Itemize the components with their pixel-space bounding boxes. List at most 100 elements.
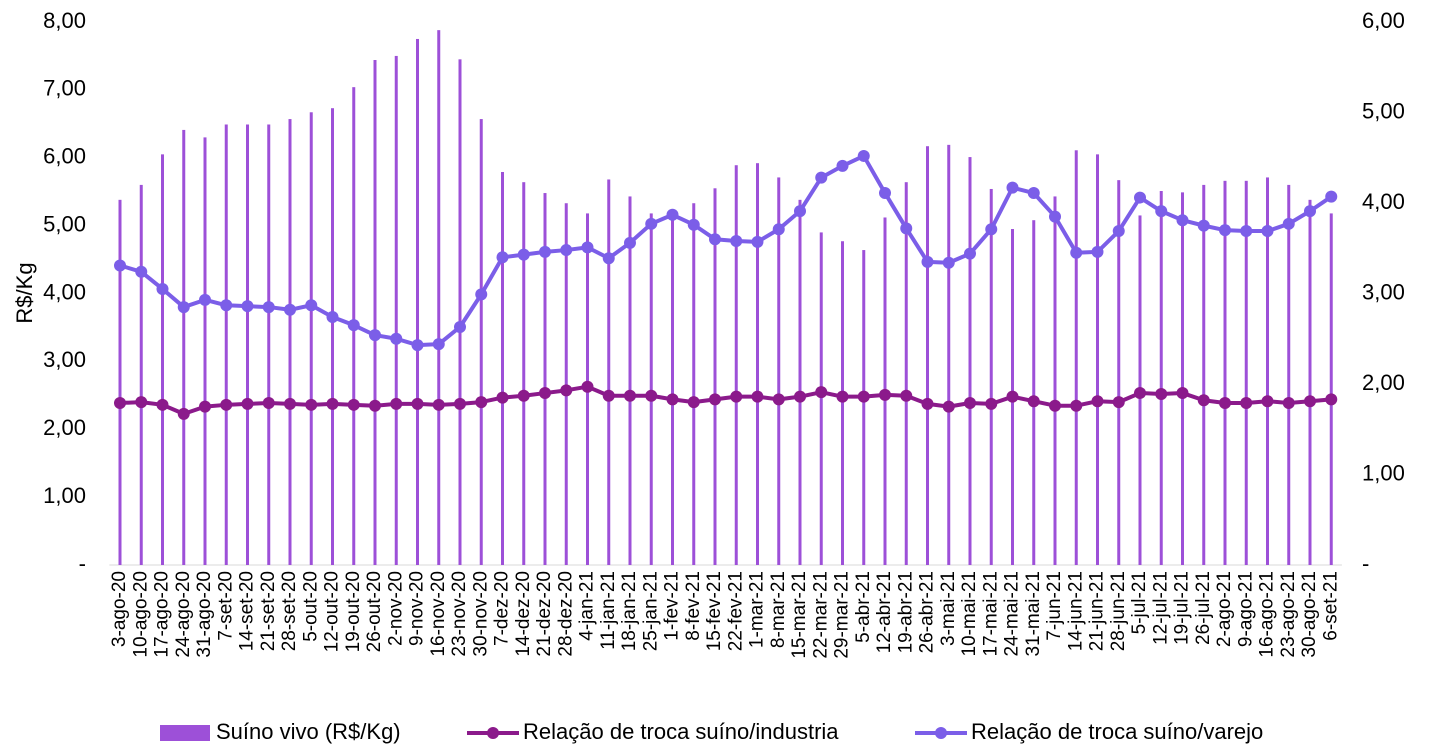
line-point	[1027, 395, 1040, 408]
line-point	[709, 393, 721, 406]
line-point	[347, 398, 360, 411]
x-tick-label: 21-dez-20	[534, 571, 555, 657]
legend-label: Suíno vivo (R$/Kg)	[216, 719, 401, 744]
x-tick-label: 16-ago-21	[1257, 571, 1278, 658]
x-tick-label: 2-nov-20	[385, 571, 406, 646]
x-tick-label: 16-nov-20	[428, 571, 449, 657]
x-tick-label: 31-ago-20	[194, 571, 215, 658]
bar	[607, 179, 611, 565]
line-point	[560, 384, 573, 397]
bar	[1287, 184, 1291, 565]
bar	[267, 124, 271, 566]
line-point	[879, 388, 891, 401]
line-point	[517, 248, 530, 261]
bar	[1096, 154, 1099, 565]
line-point	[687, 396, 700, 409]
line-point	[815, 171, 828, 184]
line-point	[114, 397, 126, 410]
bar	[373, 60, 377, 565]
line-point	[645, 389, 658, 402]
bar	[203, 137, 207, 565]
bar	[1053, 196, 1057, 565]
x-tick-label: 14-set-20	[237, 571, 258, 651]
line-point	[199, 400, 211, 413]
line-point	[1049, 399, 1061, 412]
x-tick-label: 4-jan-21	[577, 571, 598, 641]
line-point	[581, 380, 594, 393]
bar	[543, 193, 547, 566]
bar	[819, 232, 823, 565]
x-tick-label: 5-out-20	[300, 571, 321, 642]
x-tick-label: 30-ago-21	[1299, 571, 1320, 658]
line-point	[369, 329, 381, 342]
line-point	[156, 398, 169, 411]
y-tick-label: 8,00	[43, 8, 86, 33]
line-point	[836, 390, 849, 403]
x-tick-label: 24-mai-21	[1002, 571, 1023, 657]
line-point	[369, 399, 381, 412]
line-point	[432, 338, 445, 351]
x-tick-label: 22-fev-21	[725, 571, 746, 651]
x-tick-label: 17-mai-21	[980, 571, 1001, 657]
y-tick-label: 7,00	[43, 76, 86, 101]
y2-tick-label: -	[1362, 551, 1369, 576]
bar	[458, 59, 462, 566]
bar	[522, 182, 526, 565]
line-point	[177, 301, 190, 314]
line-point	[305, 398, 318, 411]
line-point	[156, 282, 169, 295]
x-tick-label: 17-ago-20	[152, 571, 173, 658]
x-tick-label: 5-jul-21	[1129, 571, 1150, 634]
line-point	[284, 303, 296, 316]
bar	[947, 144, 951, 565]
line-point	[1261, 395, 1274, 408]
line-point	[284, 397, 296, 410]
line-point	[1176, 387, 1189, 400]
line-point	[1155, 387, 1168, 400]
x-tick-label: 9-nov-20	[407, 571, 428, 646]
x-tick-label: 19-out-20	[343, 571, 364, 652]
bar	[394, 55, 398, 565]
line-point	[666, 393, 679, 406]
y-tick-label: 5,00	[43, 211, 86, 236]
bar	[1308, 199, 1312, 565]
line-point	[326, 397, 339, 410]
bar	[309, 112, 313, 566]
legend-label: Relação de troca suíno/varejo	[971, 719, 1263, 744]
line-point	[794, 390, 806, 403]
x-tick-label: 23-nov-20	[449, 571, 470, 657]
line-point	[1240, 225, 1253, 238]
line-point	[411, 339, 424, 352]
x-tick-label: 9-ago-21	[1235, 571, 1256, 647]
line-point	[624, 389, 636, 402]
line-point	[1261, 225, 1274, 238]
x-tick-label: 1-fev-21	[662, 571, 683, 641]
x-tick-label: 7-dez-20	[492, 571, 513, 646]
x-tick-label: 22-mar-21	[810, 571, 831, 659]
line-point	[1176, 214, 1189, 227]
line-point	[1325, 393, 1338, 406]
line-point	[177, 407, 190, 420]
line-point	[220, 299, 233, 312]
line-point	[730, 390, 743, 403]
bar	[1032, 220, 1036, 565]
x-tick-label: 8-fev-21	[683, 571, 704, 641]
line-point	[1240, 397, 1253, 410]
x-tick-label: 21-set-20	[258, 571, 279, 651]
bar	[331, 108, 334, 566]
line	[119, 153, 1333, 348]
bar	[628, 196, 632, 565]
line-point	[496, 391, 509, 404]
line-point	[1027, 187, 1040, 200]
line-point	[241, 397, 254, 410]
line-point	[1006, 390, 1019, 403]
x-tick-label: 26-out-20	[364, 571, 385, 652]
bar	[564, 203, 568, 565]
bar	[139, 184, 143, 565]
line-point	[1219, 397, 1231, 410]
y-tick-label: 6,00	[43, 144, 86, 169]
line-point	[1134, 191, 1146, 204]
x-tick-label: 25-jan-21	[640, 571, 661, 651]
bar	[416, 38, 419, 565]
